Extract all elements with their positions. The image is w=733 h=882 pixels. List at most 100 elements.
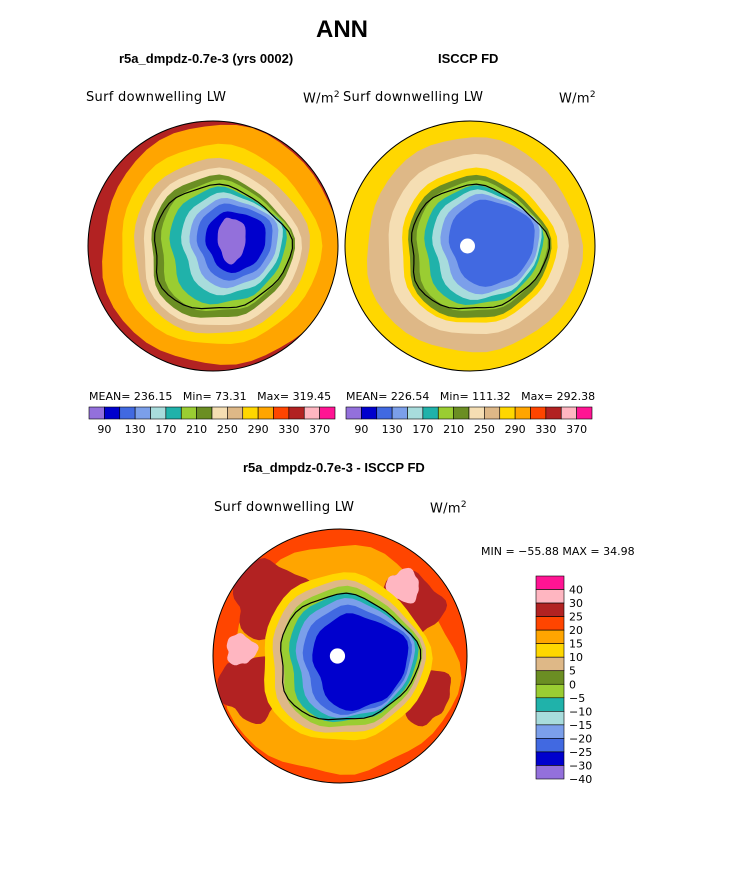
diff-colorbar-label-6: 10 [569, 651, 583, 664]
panel2-colorbar-box-3 [376, 406, 393, 420]
panel2-stats: MEAN= 226.54 Min= 111.32 Max= 292.38 [346, 390, 595, 403]
panel2-colorbar-box-12 [514, 406, 531, 420]
panel2-colorbar-label-2: 130 [382, 423, 403, 436]
diff-colorbar-label-11: −15 [569, 719, 592, 732]
panel1-polar-map [87, 120, 339, 372]
diff-colorbar-box-14 [535, 751, 565, 766]
panel1-colorbar-label-3: 170 [155, 423, 176, 436]
diff-colorbar-label-8: 0 [569, 678, 576, 691]
panel1-units: W/m2 [303, 90, 340, 106]
panel1-stats: MEAN= 236.15 Min= 73.31 Max= 319.45 [89, 390, 331, 403]
panel1-mean-label: MEAN= [89, 390, 131, 403]
diff-band-15 [312, 613, 409, 711]
diff-colorbar-box-10 [535, 697, 565, 712]
panel1-colorbar-box-7 [180, 406, 197, 420]
panel2-colorbar-box-5 [407, 406, 424, 420]
diff-minmax: MIN = −55.88 MAX = 34.98 [481, 545, 635, 558]
diff-colorbar-box-5 [535, 629, 565, 644]
panel1-units-base: W/m [303, 91, 334, 107]
diff-band-7 [385, 567, 419, 604]
panel1-colorbar-box-3 [119, 406, 136, 420]
diff-colorbar-box-7 [535, 656, 565, 672]
panel2-colorbar-box-6 [422, 406, 439, 420]
diff-colorbar-label-4: 20 [569, 624, 583, 637]
panel2-colorbar-box-15 [560, 406, 577, 420]
panel2-max: 292.38 [556, 390, 596, 403]
panel2-colorbar-box-14 [545, 406, 562, 420]
panel1-coastline [153, 183, 294, 310]
panel2-colorbar-box-10 [484, 406, 501, 420]
panel2-units-exp: 2 [589, 90, 596, 100]
diff-colorbar-box-8 [535, 670, 565, 685]
diff-colorbar-label-14: −30 [569, 759, 592, 772]
diff-colorbar-box-3 [535, 602, 565, 617]
diff-colorbar-box-12 [535, 724, 565, 739]
panel2-colorbar-box-11 [499, 406, 516, 420]
panel2-units: W/m2 [559, 90, 596, 106]
page-title: ANN [316, 16, 368, 43]
diff-colorbar-label-13: −25 [569, 746, 592, 759]
diff-units-exp: 2 [460, 500, 467, 510]
panel1-colorbar-box-13 [273, 406, 290, 420]
panel2-colorbar-box-7 [437, 406, 454, 420]
diff-colorbar-box-11 [535, 711, 565, 726]
panel2-colorbar-label-7: 330 [535, 423, 556, 436]
panel2-max-label: Max= [521, 390, 554, 403]
panel2-colorbar-box-2 [361, 406, 378, 420]
panel1-band-13 [217, 217, 246, 265]
diff-colorbar-box-15 [535, 765, 565, 780]
panel1-colorbar-box-6 [165, 406, 182, 420]
panel1-colorbar-label-2: 130 [125, 423, 146, 436]
panel2-variable: Surf downwelling LW [343, 90, 484, 105]
panel2-colorbar-box-9 [468, 406, 485, 420]
panel1-variable: Surf downwelling LW [86, 90, 227, 105]
panel2-pole-hole [460, 238, 475, 254]
panel1-colorbar-box-1 [88, 406, 105, 420]
diff-colorbar-label-7: 5 [569, 665, 576, 678]
diff-outline [212, 528, 468, 784]
panel2-units-base: W/m [559, 91, 590, 107]
panel2-polar-map [344, 120, 596, 372]
diff-coastline [280, 592, 422, 721]
panel1-units-exp: 2 [333, 90, 340, 100]
panel1-colorbar-label-4: 210 [186, 423, 207, 436]
diff-colorbar-box-13 [535, 738, 565, 753]
diff-colorbar-box-6 [535, 643, 565, 658]
panel2-colorbar: 90 130 170 210 250 290 330 370 [345, 406, 593, 436]
panel1-colorbar: 90 130 170 210 250 290 330 370 [88, 406, 336, 436]
diff-polar-map [212, 528, 468, 784]
panel2-colorbar-label-4: 210 [443, 423, 464, 436]
panel2-colorbar-label-8: 370 [566, 423, 587, 436]
panel1-outline [87, 120, 339, 372]
panel2-colorbar-label-6: 290 [505, 423, 526, 436]
panel2-mean-label: MEAN= [346, 390, 388, 403]
diff-colorbar-label-3: 25 [569, 611, 583, 624]
panel1-colorbar-box-16 [319, 406, 336, 420]
panel1-mean: 236.15 [133, 390, 173, 403]
panel2-colorbar-box-1 [345, 406, 362, 420]
diff-colorbar-label-10: −10 [569, 705, 592, 718]
diff-band-8 [226, 633, 259, 666]
panel1-colorbar-box-4 [134, 406, 151, 420]
panel1-colorbar-box-14 [288, 406, 305, 420]
panel2-mean: 226.54 [390, 390, 430, 403]
panel2-colorbar-label-1: 90 [354, 423, 368, 436]
diff-field [213, 529, 467, 783]
diff-colorbar-label-1: 40 [569, 584, 583, 597]
panel2-colorbar-box-13 [530, 406, 547, 420]
panel1-subtitle: r5a_dmpdz-0.7e-3 (yrs 0002) [119, 51, 294, 66]
diff-pole-hole [329, 648, 346, 664]
panel1-colorbar-box-8 [196, 406, 213, 420]
diff-colorbar-label-9: −5 [569, 692, 585, 705]
diff-colorbar-box-4 [535, 616, 565, 631]
panel1-colorbar-box-11 [242, 406, 259, 420]
diff-variable: Surf downwelling LW [214, 500, 355, 515]
panel2-colorbar-label-5: 250 [474, 423, 495, 436]
panel1-colorbar-box-12 [257, 406, 274, 420]
panel1-colorbar-box-2 [104, 406, 121, 420]
panel1-colorbar-box-15 [303, 406, 320, 420]
diff-colorbar-label-12: −20 [569, 732, 592, 745]
panel1-max: 319.45 [292, 390, 332, 403]
diff-colorbar-box-9 [535, 683, 565, 699]
